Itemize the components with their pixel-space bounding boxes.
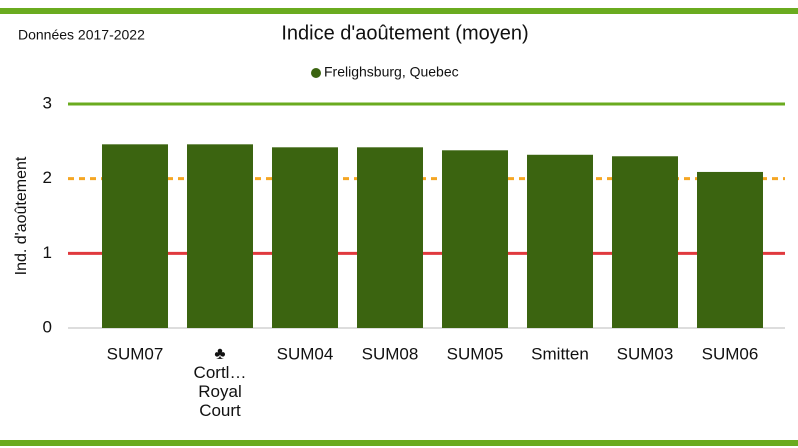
x-tick-label: SUM07: [107, 344, 164, 363]
y-tick-label: 2: [43, 168, 52, 187]
bar: [102, 144, 168, 328]
y-axis-label: Ind. d'aoûtement: [13, 156, 30, 275]
bar: [187, 144, 253, 328]
y-tick-label: 0: [43, 317, 52, 336]
bar: [442, 150, 508, 328]
x-tick-label: SUM05: [447, 344, 504, 363]
legend-marker: [311, 68, 321, 78]
x-tick-label: ♣ Cortl… Royal Court: [194, 344, 247, 420]
legend-label: Frelighsburg, Quebec: [324, 64, 459, 80]
x-tick-label: SUM06: [702, 344, 759, 363]
top-border: [0, 8, 798, 14]
chart-title: Indice d'aoûtement (moyen): [281, 22, 528, 44]
x-tick-label: SUM04: [277, 344, 334, 363]
x-tick-label: SUM03: [617, 344, 674, 363]
y-tick-label: 1: [43, 243, 52, 262]
bar: [527, 154, 593, 328]
bar: [272, 147, 338, 328]
bar: [357, 147, 423, 328]
bar: [612, 156, 678, 328]
x-tick-label: SUM08: [362, 344, 419, 363]
bottom-border: [0, 440, 798, 446]
bar: [697, 171, 763, 328]
x-tick-label: Smitten: [531, 344, 589, 363]
subtitle: Données 2017-2022: [18, 27, 145, 43]
y-tick-label: 3: [43, 93, 52, 112]
